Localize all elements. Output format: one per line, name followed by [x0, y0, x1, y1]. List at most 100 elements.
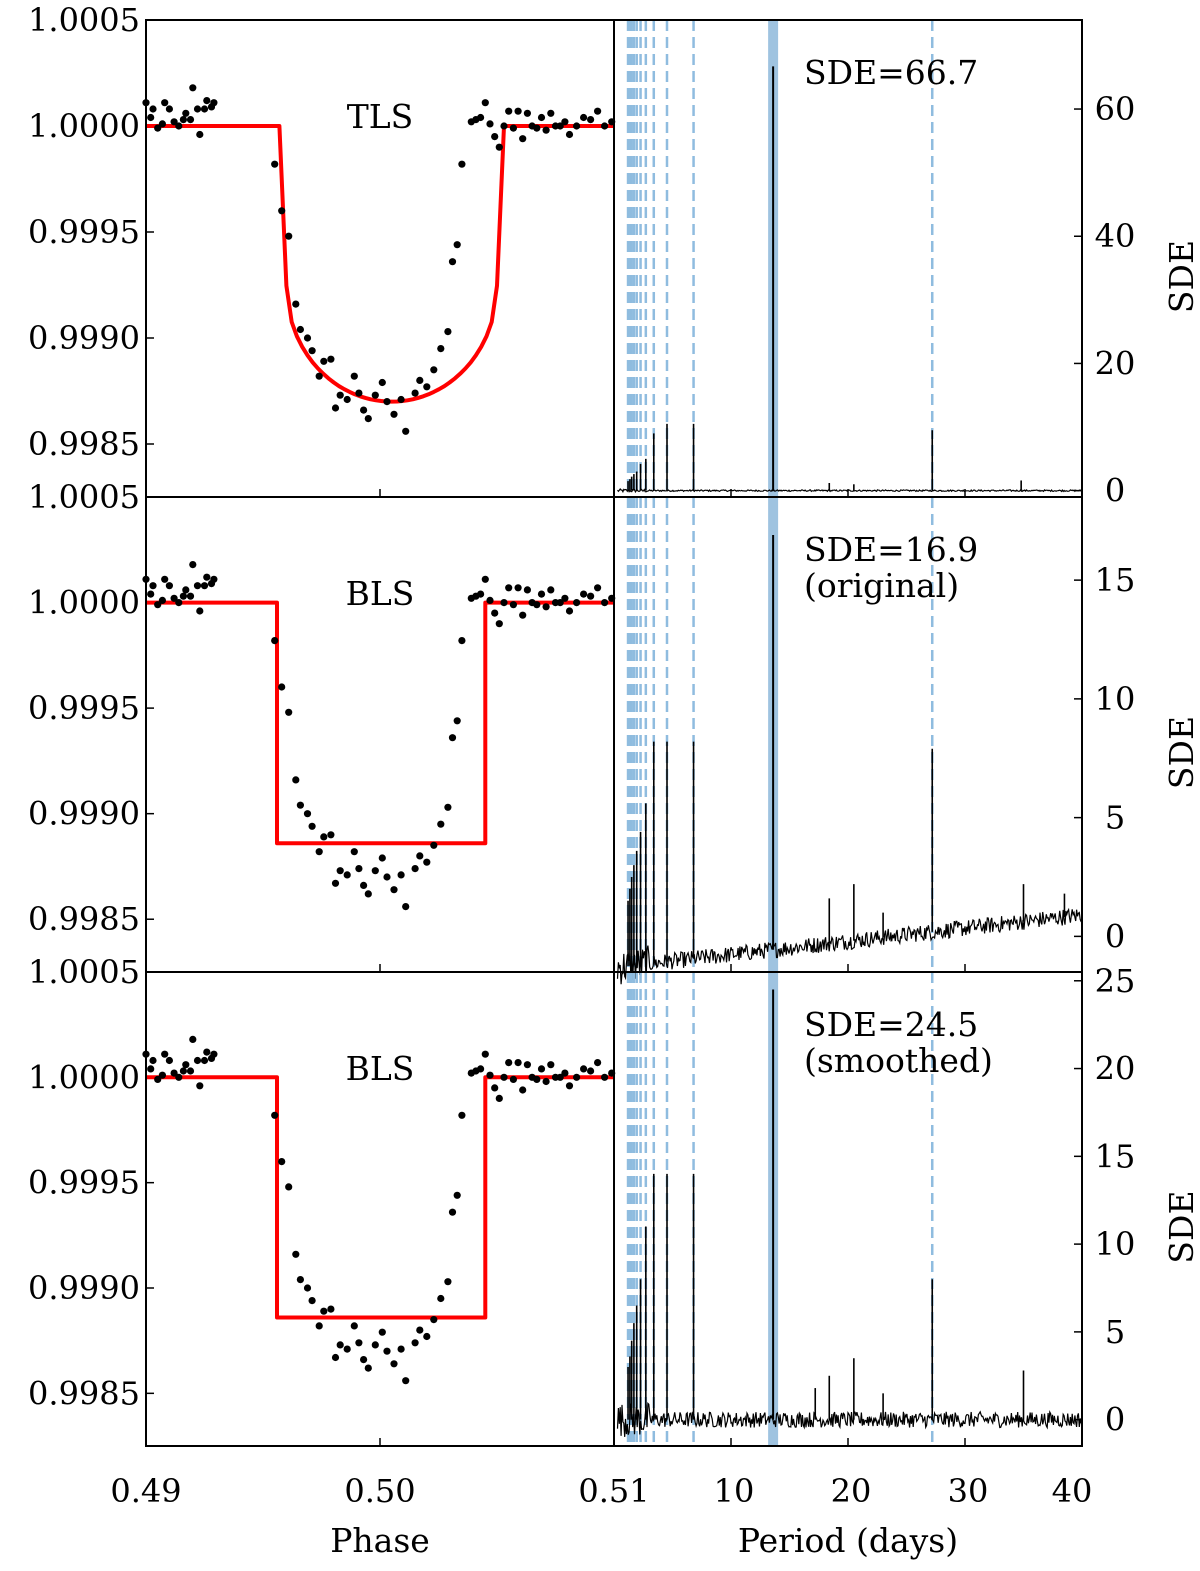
- phase-data-point: [542, 603, 550, 611]
- phase-panels: 1.00051.00000.99950.99900.9985TLS1.00051…: [28, 1, 616, 1446]
- phase-data-point: [315, 1322, 323, 1330]
- phase-data-point: [486, 596, 494, 605]
- phase-data-point: [315, 372, 323, 380]
- phase-data-point: [556, 599, 564, 607]
- phase-data-point: [580, 590, 588, 598]
- phase-data-point: [500, 1073, 508, 1081]
- flux-tick-label: 1.0005: [28, 1, 140, 39]
- phase-data-point: [303, 1284, 312, 1292]
- phase-data-point: [533, 1075, 541, 1083]
- phase-data-point: [296, 325, 304, 334]
- phase-data-point: [350, 372, 358, 380]
- phase-data-point: [594, 584, 602, 592]
- periodogram-panels: SDE=66.7 0 20 40 60 SDE SDE=16.9(original) 0 5 10…: [616, 20, 1200, 1446]
- phase-data-point: [594, 1059, 602, 1067]
- phase-data-point: [477, 1065, 485, 1073]
- phase-data-point: [561, 1069, 569, 1077]
- phase-data-point: [360, 1356, 368, 1364]
- phase-data-point: [149, 1056, 157, 1065]
- phase-data-point: [343, 395, 351, 404]
- periodogram-panel-frame: [613, 971, 1083, 1447]
- phase-data-point: [343, 871, 351, 879]
- phase-data-point: [481, 99, 489, 107]
- phase-data-point: [500, 599, 508, 607]
- phase-data-point: [402, 903, 410, 911]
- periodogram-panel-2: SDE=16.9(original) 0 5 10 15 SDE: [616, 497, 1200, 985]
- sde-noise-trace: [617, 488, 1083, 494]
- bottom-axes: 0.49 0.50 0.51 10 20 30 40 Phase Period …: [110, 1472, 1092, 1560]
- flux-tick-label: 0.9995: [28, 1164, 140, 1202]
- phase-panel-frame: [145, 971, 615, 1447]
- phase-data-point: [444, 803, 452, 811]
- phase-data-point: [149, 105, 157, 113]
- phase-data-point: [423, 1332, 431, 1341]
- phase-data-point: [165, 1056, 173, 1065]
- phase-data-point: [296, 801, 304, 809]
- transit-model-curve: [146, 600, 614, 846]
- x-axis-label-phase: Phase: [330, 1521, 430, 1560]
- phase-data-point: [308, 822, 316, 830]
- phase-data-point: [355, 1339, 363, 1347]
- phase-data-point: [580, 113, 588, 122]
- phase-data-point: [210, 99, 218, 107]
- phase-data-point: [165, 105, 173, 113]
- sde-tick-label: 5: [1105, 1313, 1125, 1351]
- phase-data-point: [444, 328, 452, 336]
- phase-panel-frame: [145, 19, 615, 498]
- phase-data-point: [371, 391, 379, 399]
- phase-data-point: [179, 1067, 187, 1075]
- phase-data-point: [292, 776, 300, 784]
- phase-data-point: [561, 118, 569, 126]
- phase-data-point: [514, 107, 522, 115]
- phase-data-point: [416, 376, 424, 384]
- phase-data-point: [411, 389, 419, 397]
- phase-data-point: [383, 398, 391, 406]
- phase-data-point: [158, 120, 166, 128]
- phase-data-point: [186, 592, 195, 600]
- phase-data-point: [573, 1073, 581, 1081]
- phase-data-point: [565, 1082, 574, 1090]
- period-tick-label: 30: [948, 1472, 989, 1510]
- phase-data-point: [437, 345, 445, 353]
- phase-data-point: [292, 300, 300, 308]
- phase-data-point: [523, 1061, 532, 1069]
- phase-data-point: [336, 867, 344, 875]
- phase-data-point: [189, 561, 197, 569]
- phase-data-point: [360, 881, 368, 890]
- phase-data-point: [397, 395, 405, 404]
- sde-tick-label: 10: [1095, 1225, 1136, 1263]
- phase-data-point: [161, 575, 169, 583]
- phase-data-point: [448, 734, 457, 742]
- phase-data-point: [481, 575, 489, 583]
- phase-data-point: [486, 120, 494, 128]
- phase-data-point: [170, 1069, 178, 1077]
- phase-data-point: [573, 599, 581, 607]
- periodogram-panel-1: SDE=66.7 0 20 40 60 SDE: [617, 20, 1200, 510]
- phase-data-point: [416, 1326, 424, 1334]
- phase-data-point: [411, 1339, 419, 1347]
- phase-data-point: [587, 116, 595, 124]
- sde-tick-label: 60: [1095, 90, 1136, 128]
- flux-tick-label: 0.9985: [28, 1374, 140, 1412]
- phase-data-point: [533, 601, 541, 609]
- phase-data-point: [565, 130, 574, 139]
- phase-data-point: [448, 1208, 457, 1216]
- sde-tick-label: 20: [1095, 1050, 1136, 1088]
- flux-tick-label: 0.9985: [28, 425, 140, 463]
- phase-data-point: [210, 575, 218, 583]
- phase-data-point: [343, 1345, 351, 1353]
- phase-data-point: [561, 594, 569, 602]
- phase-data-point: [175, 122, 183, 130]
- sde-value-label: SDE=66.7: [804, 53, 978, 92]
- phase-data-point: [203, 1048, 211, 1056]
- sde-tick-label: 25: [1095, 962, 1136, 1000]
- sde-value-label: SDE=16.9: [804, 530, 978, 569]
- phase-data-point: [350, 1322, 358, 1330]
- phase-data-point: [537, 113, 546, 122]
- phase-data-point: [360, 406, 368, 414]
- phase-data-point: [537, 1065, 546, 1073]
- phase-tick-label: 0.50: [344, 1472, 415, 1510]
- sde-tick-label: 15: [1095, 1137, 1136, 1175]
- sde-tick-label: 15: [1095, 561, 1136, 599]
